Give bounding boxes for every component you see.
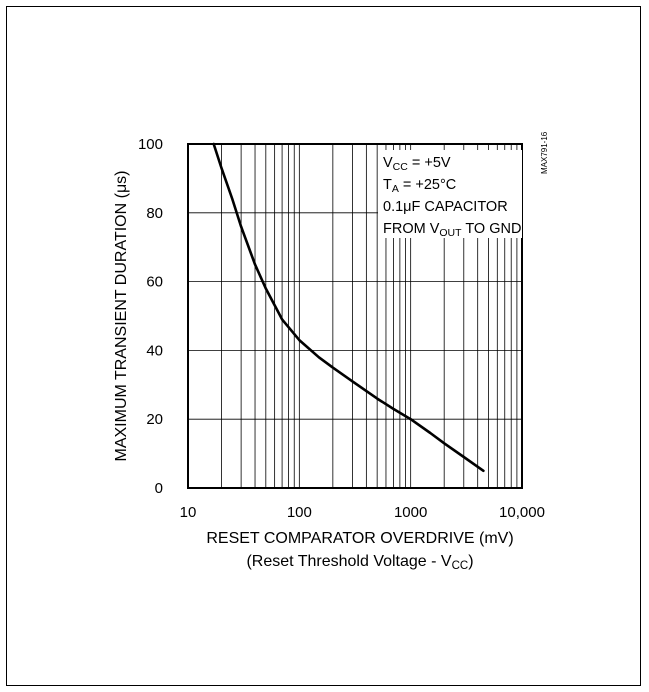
y-axis-title: MAXIMUM TRANSIENT DURATION (μs) bbox=[113, 171, 130, 462]
y-tick-label: 0 bbox=[155, 480, 163, 497]
x-axis-title: RESET COMPARATOR OVERDRIVE (mV) bbox=[206, 530, 513, 547]
annotation-vout: FROM VOUT TO GND bbox=[383, 221, 521, 239]
y-tick-label: 20 bbox=[146, 411, 163, 428]
chart-frame bbox=[6, 6, 641, 686]
y-tick-label: 100 bbox=[138, 136, 163, 153]
y-tick-label: 60 bbox=[146, 274, 163, 291]
y-tick-labels: 0 20 40 60 80 100 bbox=[138, 136, 163, 497]
x-tick-label: 100 bbox=[287, 504, 312, 521]
annotation-box: VCC = +5V TA = +25°C 0.1μF CAPACITOR FRO… bbox=[378, 150, 522, 239]
x-tick-labels: 10 100 1000 10,000 bbox=[180, 504, 545, 521]
x-axis-subtitle: (Reset Threshold Voltage - VCC) bbox=[246, 553, 473, 572]
series-line bbox=[212, 142, 485, 473]
annotation-vcc: VCC = +5V bbox=[383, 155, 451, 173]
y-tick-label: 40 bbox=[146, 342, 163, 359]
x-tick-label: 1000 bbox=[394, 504, 427, 521]
annotation-ta: TA = +25°C bbox=[383, 177, 456, 195]
figure-id: MAX791-16 bbox=[540, 131, 549, 174]
annotation-capacitor: 0.1μF CAPACITOR bbox=[383, 199, 508, 215]
y-tick-label: 80 bbox=[146, 205, 163, 222]
plot-area bbox=[187, 143, 523, 489]
x-tick-label: 10 bbox=[180, 504, 197, 521]
x-tick-label: 10,000 bbox=[499, 504, 545, 521]
series-curve-layer bbox=[212, 142, 485, 473]
